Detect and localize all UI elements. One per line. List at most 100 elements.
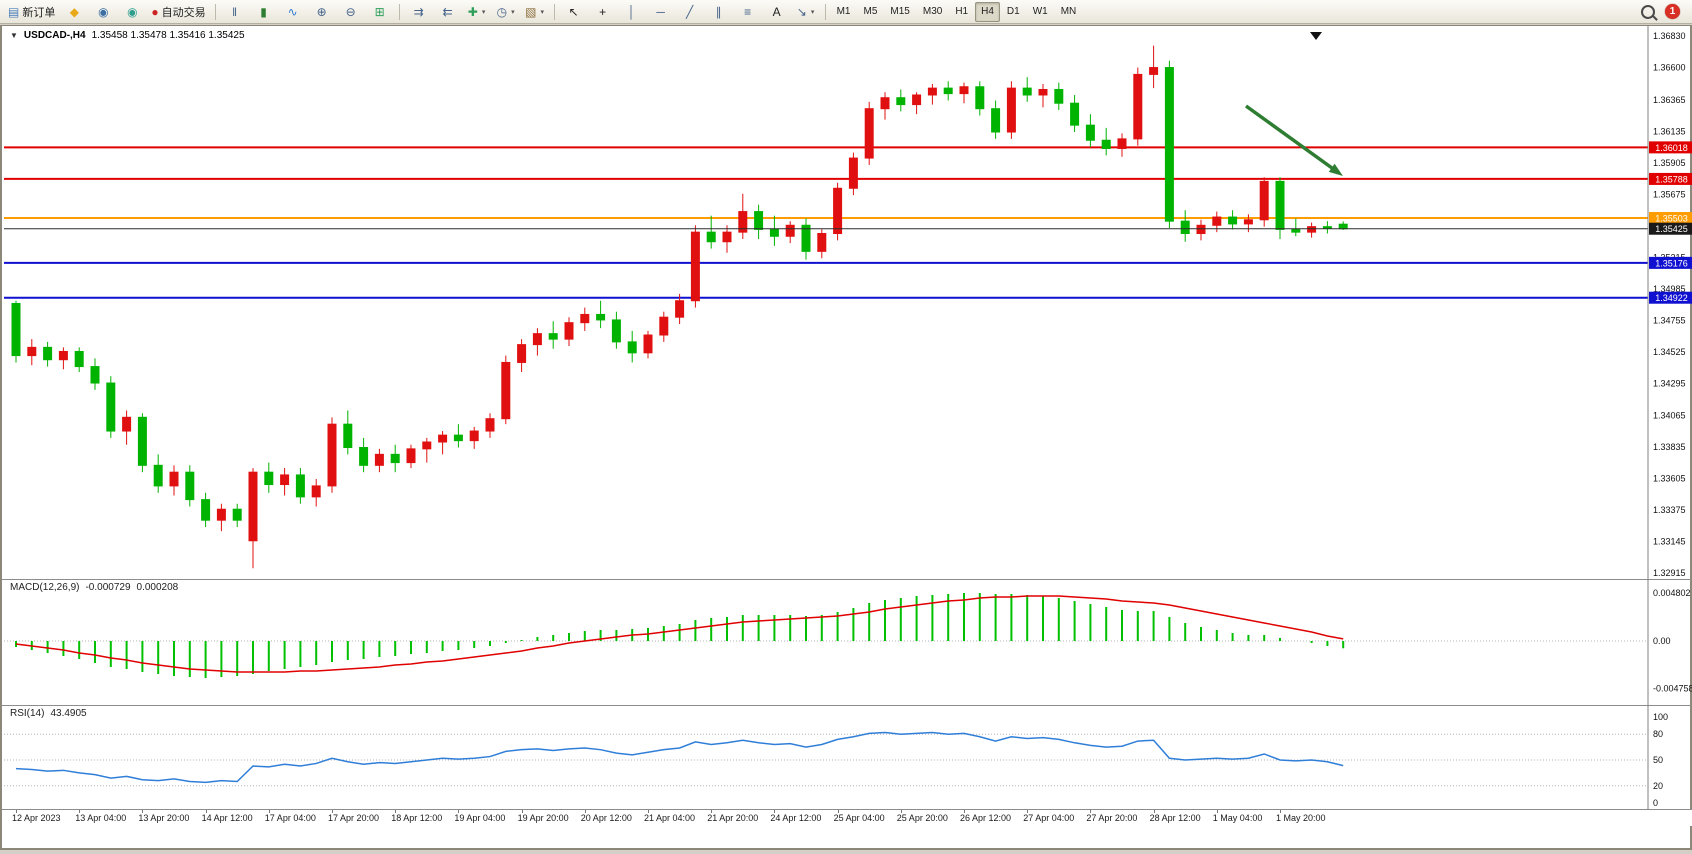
time-axis-label: 27 Apr 20:00	[1086, 813, 1138, 823]
time-axis-label: 28 Apr 12:00	[1149, 813, 1201, 823]
new-order-icon: ▤	[8, 4, 20, 19]
indicators-icon: ✚	[467, 4, 478, 19]
templates-icon[interactable]: ▧ ▾	[521, 1, 549, 23]
timeframe-toolbar: M1 M5 M15 M30 H1 H4 D1 W1 MN	[831, 1, 1083, 22]
horizontal-line-icon: ─	[656, 4, 665, 19]
periods-icon: ◷	[496, 4, 508, 19]
svg-text:1.34065: 1.34065	[1653, 410, 1686, 420]
trendline-icon[interactable]: ╱	[676, 1, 704, 23]
crosshair-icon: +	[599, 4, 607, 19]
indicators-icon[interactable]: ✚ ▾	[463, 1, 491, 23]
toolbar-separator	[398, 3, 400, 20]
new-order-button[interactable]: ▤ 新订单	[4, 1, 59, 23]
time-axis-label: 1 May 20:00	[1276, 813, 1326, 823]
timeframe-MN[interactable]: MN	[1060, 6, 1077, 17]
channel-icon[interactable]: ∥	[705, 1, 733, 23]
time-axis-label: 21 Apr 20:00	[707, 813, 759, 823]
time-axis-label: 17 Apr 20:00	[328, 813, 380, 823]
time-axis-label: 27 Apr 04:00	[1023, 813, 1075, 823]
svg-text:1.36018: 1.36018	[1655, 143, 1688, 153]
svg-text:0: 0	[1653, 798, 1658, 808]
timeframe-W1[interactable]: W1	[1032, 6, 1048, 17]
community-icon[interactable]: ◉	[89, 1, 117, 23]
metaeditor-icon[interactable]: ◆	[60, 1, 88, 23]
autotrading-button[interactable]: ● 自动交易	[147, 1, 209, 23]
macd-panel-canvas[interactable]: 0.004802 0.00 -0.004758	[2, 579, 1692, 705]
text-icon: A	[772, 4, 781, 19]
support-icon: ◉	[127, 4, 138, 19]
macd-signal-value: 0.000208	[136, 582, 179, 593]
chart-dropdown-caret[interactable]: ▼	[10, 31, 18, 40]
vertical-line-icon[interactable]: │	[618, 1, 646, 23]
svg-text:1.35675: 1.35675	[1653, 189, 1686, 199]
time-axis-label: 12 Apr 2023	[12, 813, 61, 823]
tile-windows-icon[interactable]: ⊞	[366, 1, 394, 23]
crosshair-icon[interactable]: +	[589, 1, 617, 23]
time-tick	[205, 810, 207, 813]
text-icon[interactable]: A	[763, 1, 791, 23]
cursor-icon[interactable]: ↖	[560, 1, 588, 23]
time-tick	[774, 810, 776, 813]
fibonacci-icon: ≡	[744, 4, 752, 19]
time-tick	[332, 810, 333, 813]
svg-text:1.36365: 1.36365	[1653, 95, 1686, 105]
time-tick	[142, 810, 144, 813]
timeframe-H4[interactable]: H4	[975, 1, 1000, 22]
timeframe-M5[interactable]: M5	[863, 6, 878, 17]
auto-scroll-icon[interactable]: ⇉	[405, 1, 433, 23]
line-chart-icon: ∿	[287, 4, 298, 19]
chevron-down-icon: ▾	[481, 8, 486, 16]
support-icon[interactable]: ◉	[118, 1, 146, 23]
time-axis-label: 20 Apr 12:00	[580, 813, 632, 823]
rsi-axis-labels: 100 80 50 20 0	[1653, 712, 1668, 808]
main-chart-canvas[interactable]: 1.36830 1.36600 1.36365 1.36135 1.35905 1.356…	[2, 26, 1692, 579]
svg-text:1.36135: 1.36135	[1653, 126, 1686, 136]
zoom-in-icon[interactable]: ⊕	[308, 1, 336, 23]
time-tick	[395, 810, 397, 813]
fibonacci-icon[interactable]: ≡	[734, 1, 762, 23]
toolbar-right: 1	[1641, 4, 1688, 19]
notification-badge[interactable]: 1	[1665, 4, 1680, 19]
svg-text:100: 100	[1653, 712, 1668, 722]
svg-text:1.34985: 1.34985	[1653, 284, 1686, 294]
timeframe-M1[interactable]: M1	[836, 6, 851, 17]
horizontal-lines[interactable]	[4, 146, 1648, 299]
chart-title-bar[interactable]: ▼ USDCAD-,H4 1.35458 1.35478 1.35416 1.3…	[10, 30, 245, 41]
time-tick	[837, 810, 839, 813]
time-axis-label: 21 Apr 04:00	[644, 813, 696, 823]
search-icon[interactable]	[1641, 4, 1655, 19]
trend-arrow-annotation[interactable]	[1244, 104, 1343, 176]
time-tick	[964, 810, 965, 813]
svg-text:0.004802: 0.004802	[1653, 588, 1691, 598]
candlestick-chart-icon[interactable]: ▮	[250, 1, 278, 23]
svg-text:1.36600: 1.36600	[1653, 63, 1686, 73]
periods-icon[interactable]: ◷ ▾	[492, 1, 520, 23]
toolbar-separator	[214, 3, 216, 20]
arrows-tool-icon[interactable]: ↘ ▾	[792, 1, 820, 23]
horizontal-line-icon[interactable]: ─	[647, 1, 675, 23]
svg-text:1.34755: 1.34755	[1653, 316, 1686, 326]
auto-scroll-icon: ⇉	[413, 4, 424, 19]
templates-icon: ▧	[525, 4, 537, 19]
timeframe-M30[interactable]: M30	[922, 6, 943, 17]
bar-chart-icon[interactable]: ‖	[221, 1, 249, 23]
candlesticks	[11, 45, 1348, 569]
time-tick	[1280, 810, 1281, 813]
macd-name: MACD(12,26,9)	[10, 582, 80, 593]
tile-windows-icon: ⊞	[374, 4, 385, 19]
timeframe-M15[interactable]: M15	[890, 6, 910, 17]
rsi-level-lines	[4, 733, 1648, 787]
time-axis-label: 1 May 04:00	[1212, 813, 1263, 823]
timeframe-D1[interactable]: D1	[1006, 6, 1020, 17]
chart-ohlc-values: 1.35458 1.35478 1.35416 1.35425	[91, 30, 245, 41]
zoom-out-icon[interactable]: ⊖	[337, 1, 365, 23]
time-tick	[900, 810, 902, 813]
chart-symbol-period: USDCAD-,H4	[23, 30, 86, 41]
timeframe-H1[interactable]: H1	[955, 6, 969, 17]
chart-shift-icon[interactable]: ⇇	[434, 1, 462, 23]
cursor-icon: ↖	[568, 4, 579, 19]
line-chart-icon[interactable]: ∿	[279, 1, 307, 23]
svg-text:20: 20	[1653, 781, 1663, 791]
rsi-panel-canvas[interactable]: 100 80 50 20 0	[2, 705, 1692, 809]
svg-text:1.35905: 1.35905	[1653, 158, 1686, 168]
